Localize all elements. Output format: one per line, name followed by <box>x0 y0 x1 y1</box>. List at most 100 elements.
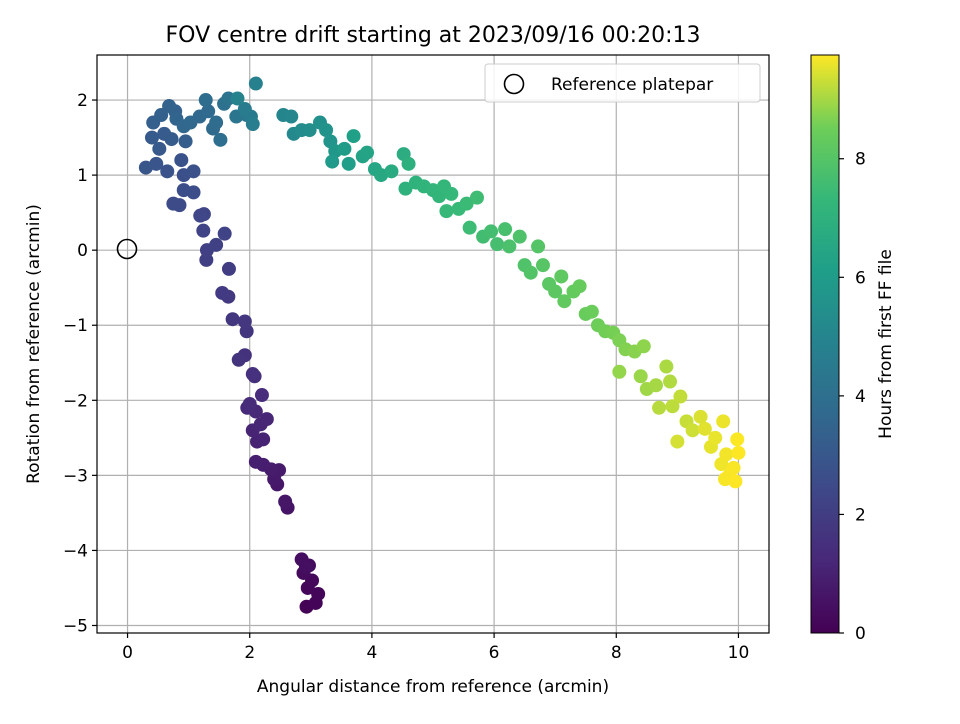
data-point <box>719 447 734 462</box>
data-point <box>502 239 517 254</box>
legend-box <box>484 63 761 103</box>
data-point <box>636 339 651 354</box>
data-point <box>490 237 505 252</box>
data-point <box>535 258 550 273</box>
data-point <box>237 102 252 117</box>
data-point <box>401 156 416 171</box>
data-point <box>670 434 685 449</box>
data-point <box>325 154 340 169</box>
data-point <box>728 474 743 489</box>
data-points <box>138 76 746 614</box>
data-point <box>663 374 678 389</box>
data-point <box>439 204 454 219</box>
x-tick-label: 6 <box>489 643 500 663</box>
data-point <box>196 223 211 238</box>
y-tick-label: −5 <box>63 616 88 636</box>
data-point <box>201 104 216 119</box>
x-axis-label: Angular distance from reference (arcmin) <box>257 677 609 697</box>
data-point <box>730 432 745 447</box>
data-point <box>256 432 271 447</box>
legend-marker-icon <box>503 73 525 95</box>
data-point <box>278 494 293 509</box>
y-tick-label: 2 <box>77 91 88 111</box>
data-point <box>548 284 563 299</box>
data-point <box>384 164 399 179</box>
data-point <box>648 378 663 393</box>
data-point <box>230 91 245 106</box>
y-tick-label: −2 <box>63 391 88 411</box>
data-point <box>360 145 375 160</box>
y-tick-label: 0 <box>77 241 88 261</box>
y-tick-label: −3 <box>63 466 88 486</box>
data-point <box>665 399 680 414</box>
data-point <box>311 586 326 601</box>
data-point <box>152 141 167 156</box>
x-tick-label: 0 <box>122 643 133 663</box>
colorbar-label: Hours from first FF file <box>876 249 896 439</box>
data-point <box>166 196 181 211</box>
data-point <box>245 367 260 382</box>
data-point <box>584 304 599 319</box>
data-point <box>523 265 538 280</box>
data-point <box>217 226 232 241</box>
x-tick-label: 4 <box>366 643 377 663</box>
data-point <box>221 261 236 276</box>
data-point <box>178 134 193 149</box>
data-point <box>248 76 263 91</box>
data-point <box>469 190 484 205</box>
data-point <box>341 156 356 171</box>
data-point <box>154 108 169 123</box>
x-tick-label: 10 <box>728 643 750 663</box>
colorbar-tick-label: 4 <box>855 387 866 407</box>
data-point <box>557 294 572 309</box>
data-point <box>160 164 175 179</box>
data-point <box>198 93 213 108</box>
colorbar-tick-label: 2 <box>855 505 866 525</box>
data-point <box>237 314 252 329</box>
y-tick-label: 1 <box>77 166 88 186</box>
data-point <box>462 220 477 235</box>
data-point <box>444 186 459 201</box>
data-point <box>193 208 208 223</box>
data-point <box>731 445 746 460</box>
y-axis-ticks: −5 −4 −3 −2 −1 0 1 2 <box>63 91 97 636</box>
data-point <box>531 239 546 254</box>
data-point <box>659 359 674 374</box>
data-point <box>254 388 269 403</box>
colorbar-gradient <box>810 54 840 634</box>
colorbar-ticks: 0 2 4 6 8 <box>839 150 866 644</box>
data-point <box>612 364 627 379</box>
data-point <box>242 397 257 412</box>
reference-platepar-marker <box>116 238 138 260</box>
data-point <box>209 237 224 252</box>
data-point <box>144 130 159 145</box>
data-point <box>673 389 688 404</box>
colorbar-tick-label: 0 <box>855 624 866 644</box>
y-axis-label: Rotation from reference (arcmin) <box>24 204 44 484</box>
data-point <box>138 160 153 175</box>
y-tick-label: −1 <box>63 316 88 336</box>
data-point <box>697 421 712 436</box>
data-point <box>708 430 723 445</box>
data-point <box>213 132 228 147</box>
data-point <box>284 109 299 124</box>
data-point <box>685 423 700 438</box>
data-point <box>572 279 587 294</box>
legend-label: Reference platepar <box>551 75 713 95</box>
legend: Reference platepar <box>484 63 761 103</box>
data-point <box>302 123 317 138</box>
x-tick-label: 8 <box>611 643 622 663</box>
chart-title: FOV centre drift starting at 2023/09/16 … <box>166 23 701 48</box>
data-point <box>498 222 513 237</box>
data-point <box>225 312 240 327</box>
data-point <box>652 400 667 415</box>
colorbar-tick-label: 8 <box>855 150 866 170</box>
colorbar-tick-label: 6 <box>855 268 866 288</box>
data-point <box>459 196 474 211</box>
data-point <box>512 229 527 244</box>
y-tick-label: −4 <box>63 541 88 561</box>
data-point <box>319 123 334 138</box>
plot-frame <box>96 54 770 634</box>
